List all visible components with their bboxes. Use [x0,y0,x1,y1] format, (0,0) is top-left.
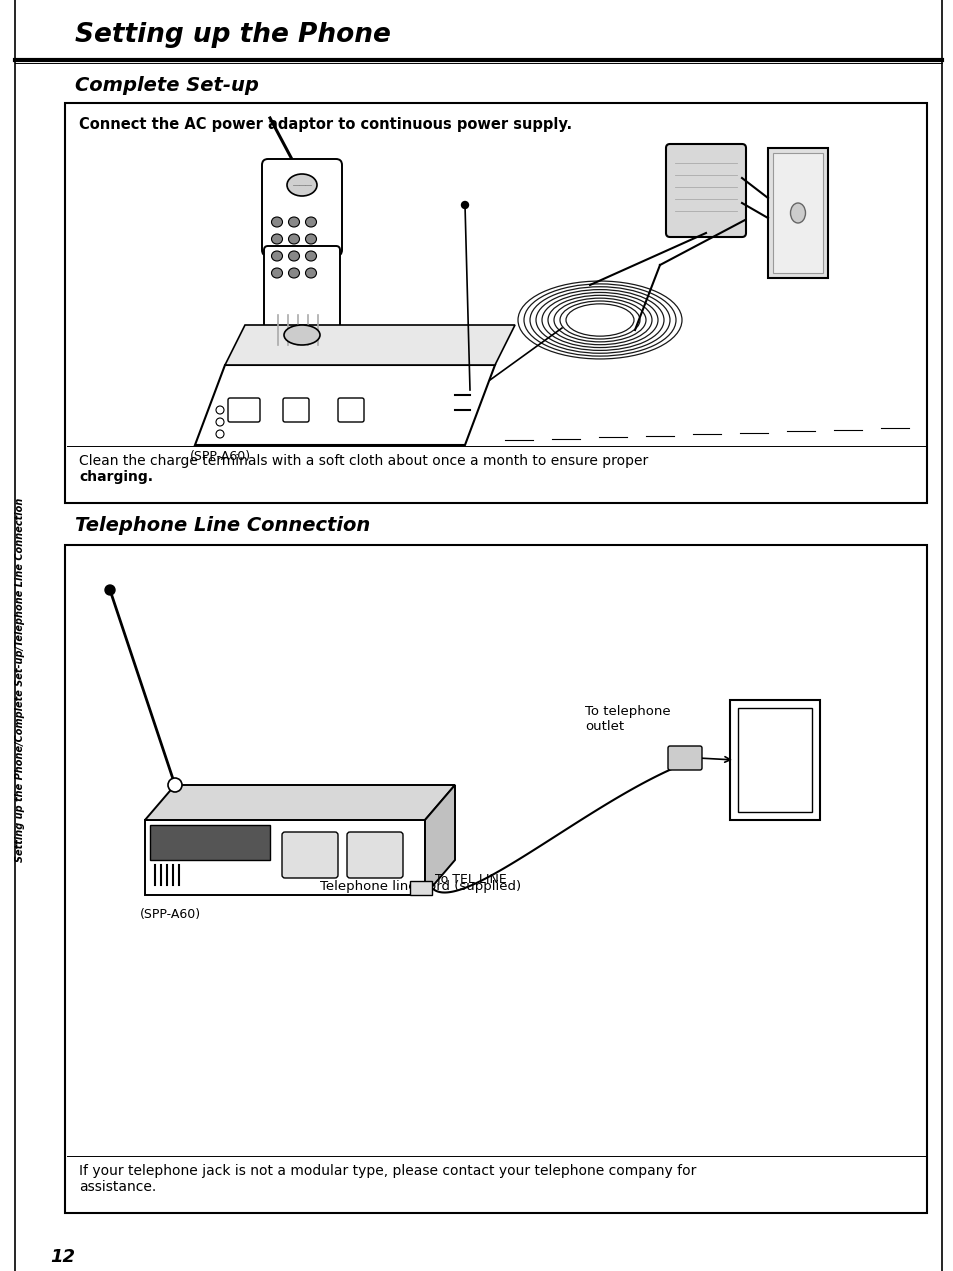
Text: Clean the charge terminals with a soft cloth about once a month to ensure proper: Clean the charge terminals with a soft c… [79,454,648,468]
Polygon shape [194,365,495,445]
Text: 12: 12 [50,1248,75,1266]
FancyBboxPatch shape [347,833,402,878]
FancyBboxPatch shape [337,398,364,422]
Ellipse shape [305,268,316,278]
Text: assistance.: assistance. [79,1179,156,1193]
Bar [150,825,270,860]
Polygon shape [145,820,424,895]
Text: If your telephone jack is not a modular type, please contact your telephone comp: If your telephone jack is not a modular … [79,1164,696,1178]
Polygon shape [225,325,515,365]
Ellipse shape [305,234,316,244]
FancyBboxPatch shape [283,398,309,422]
Bar [410,881,432,895]
Circle shape [105,585,115,595]
Ellipse shape [288,268,299,278]
Text: Telephone Line Connection: Telephone Line Connection [75,516,370,535]
Ellipse shape [288,250,299,261]
Circle shape [168,778,182,792]
Ellipse shape [305,217,316,228]
Bar [738,708,811,812]
Bar [65,545,926,1213]
Ellipse shape [305,250,316,261]
Bar [729,700,820,820]
FancyBboxPatch shape [264,247,339,355]
FancyBboxPatch shape [667,746,701,770]
Ellipse shape [288,217,299,228]
Text: Telephone line cord (supplied): Telephone line cord (supplied) [319,880,520,894]
Circle shape [215,405,224,414]
Bar [772,153,822,273]
Text: Setting up the Phone: Setting up the Phone [75,22,391,48]
Ellipse shape [288,234,299,244]
Text: (SPP-A60): (SPP-A60) [190,450,251,463]
Ellipse shape [287,174,316,196]
Ellipse shape [272,234,282,244]
Text: Connect the AC power adaptor to continuous power supply.: Connect the AC power adaptor to continuo… [79,117,572,132]
FancyBboxPatch shape [282,833,337,878]
Text: (SPP-A60): (SPP-A60) [140,907,201,921]
Text: Setting up the Phone/Complete Set-up/Telephone Line Connection: Setting up the Phone/Complete Set-up/Tel… [15,498,25,862]
Circle shape [215,418,224,426]
Text: Complete Set-up: Complete Set-up [75,76,258,95]
FancyBboxPatch shape [262,159,341,255]
FancyBboxPatch shape [665,144,745,236]
Ellipse shape [272,268,282,278]
Text: To TEL LINE: To TEL LINE [435,873,506,886]
Text: outlet: outlet [584,719,623,733]
Bar [767,147,827,278]
Bar [65,103,926,503]
Circle shape [215,430,224,438]
Ellipse shape [790,203,804,222]
Circle shape [461,202,468,208]
Polygon shape [145,785,455,820]
Text: charging.: charging. [79,470,152,484]
Polygon shape [424,785,455,895]
Ellipse shape [284,325,319,344]
Ellipse shape [272,250,282,261]
FancyBboxPatch shape [228,398,260,422]
Ellipse shape [272,217,282,228]
Text: To telephone: To telephone [584,705,670,718]
